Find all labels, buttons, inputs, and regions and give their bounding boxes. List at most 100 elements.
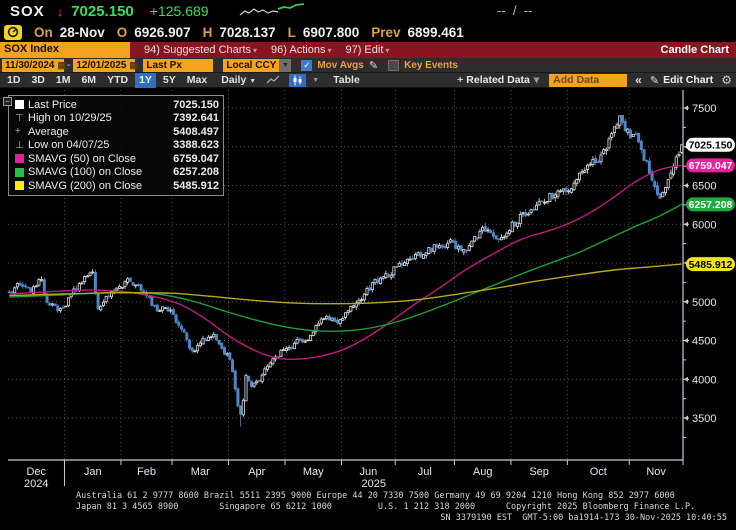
legend-label: Last Price xyxy=(28,98,77,111)
legend-label: Average xyxy=(28,125,69,138)
frequency-select[interactable]: Daily ▼ xyxy=(221,74,257,86)
price-badge xyxy=(686,257,735,272)
range-tab-5y[interactable]: 5Y xyxy=(162,73,176,86)
open-value: 6926.907 xyxy=(134,24,191,40)
line-chart-type-icon[interactable] xyxy=(264,74,281,87)
menubar: SOX Index 94) Suggested Charts ▾ 96) Actio… xyxy=(0,42,736,58)
legend-row: SMAVG (200) on Close 5485.912 xyxy=(15,179,219,193)
legend-row: ⊤ High on 10/29/25 7392.641 xyxy=(15,112,219,126)
mov-avgs-label: Mov Avgs xyxy=(317,59,364,71)
svg-text:6000: 6000 xyxy=(692,219,716,231)
x-axis-month-label: Oct xyxy=(590,466,607,478)
range-tab-1y[interactable]: 1Y xyxy=(135,72,156,88)
security-input[interactable]: SOX Index xyxy=(0,42,130,58)
x-axis-month-label: Sep xyxy=(529,466,549,478)
x-axis-month-label: Jun xyxy=(359,466,377,478)
legend-label: High on 10/29/25 xyxy=(28,112,112,125)
menu-item[interactable]: 94) Suggested Charts ▾ xyxy=(144,44,258,56)
menu-items: 94) Suggested Charts ▾ 96) Actions ▾ 97) Edi… xyxy=(130,44,389,56)
related-data-button[interactable]: + Related Data ▾ xyxy=(457,74,540,86)
x-axis-month-label: Jan xyxy=(84,466,102,478)
x-axis-month-label: Feb xyxy=(137,466,156,478)
legend-label: Low on 04/07/25 xyxy=(28,139,110,152)
add-data-input[interactable]: Add Data xyxy=(549,73,628,87)
price-field-input[interactable]: Last Px xyxy=(143,58,214,72)
legend-label: SMAVG (100) on Close xyxy=(28,166,143,179)
legend-row: SMAVG (50) on Close 6759.047 xyxy=(15,152,219,166)
terminal-footer: Australia 61 2 9777 8600 Brazil 5511 239… xyxy=(0,487,736,530)
legend-label: SMAVG (50) on Close xyxy=(28,152,137,165)
currency-select[interactable]: Local CCY xyxy=(223,58,280,72)
calendar-icon: ▦ xyxy=(57,59,67,70)
menu-item[interactable]: 97) Edit ▾ xyxy=(345,44,390,56)
legend-marker-icon xyxy=(15,154,28,164)
mov-avgs-checkbox[interactable]: ✓ xyxy=(301,59,313,71)
svg-text:7025.150: 7025.150 xyxy=(689,140,733,152)
delayed-clock-icon xyxy=(4,24,22,40)
date-from-input[interactable]: 11/30/2024 ▦ xyxy=(2,58,67,72)
session-stats-row: On 28-Nov O 6926.907 H 7028.137 L 6907.8… xyxy=(0,22,736,42)
bid-ask-placeholder: -- / -- xyxy=(497,3,533,18)
range-tab-3d[interactable]: 3D xyxy=(31,73,45,86)
range-tab-max[interactable]: Max xyxy=(186,73,208,86)
calendar-icon: ▦ xyxy=(129,59,138,70)
x-axis-month-label: Dec xyxy=(26,466,46,478)
edit-mov-avgs-pencil-icon[interactable]: ✎ xyxy=(368,59,379,72)
range-tab-ytd[interactable]: YTD xyxy=(107,73,129,86)
legend-marker-icon: ⊥ xyxy=(15,139,24,151)
range-tab-6m[interactable]: 6M xyxy=(81,73,97,86)
svg-text:7500: 7500 xyxy=(692,103,716,115)
chart-settings-toolbar: 11/30/2024 ▦ - 12/01/2025 ▦ Last Px Local … xyxy=(0,58,736,73)
range-tab-1d[interactable]: 1D xyxy=(7,73,21,86)
chevron-down-icon: ▾ xyxy=(253,46,258,55)
chevron-down-icon: ▾ xyxy=(385,46,390,55)
range-tabs: 1D 3D 1M 6M YTD 1Y 5Y Max xyxy=(0,72,211,88)
price-badge xyxy=(686,137,735,152)
x-axis-month-label: Mar xyxy=(191,466,210,478)
x-axis-month-label: Aug xyxy=(473,466,493,478)
menu-item[interactable]: 96) Actions ▾ xyxy=(271,44,332,56)
legend-label: SMAVG (200) on Close xyxy=(28,179,143,192)
edit-chart-button[interactable]: Edit Chart xyxy=(663,74,714,86)
price-direction-down-icon: ↓ xyxy=(56,3,64,19)
key-events-label: Key Events xyxy=(404,59,458,71)
edit-chart-pencil-icon[interactable]: ✎ xyxy=(649,74,660,87)
table-button[interactable]: Table xyxy=(333,74,360,86)
svg-text:6759.047: 6759.047 xyxy=(689,160,733,172)
footer-copyright-line: Japan 81 3 4565 8900 Singapore 65 6212 1… xyxy=(76,502,696,512)
range-tab-1m[interactable]: 1M xyxy=(55,73,71,86)
key-events-checkbox[interactable] xyxy=(388,59,400,71)
chart-type-dropdown-caret[interactable]: ▼ xyxy=(312,76,320,84)
chart-legend: Last Price 7025.150 ⊤ High on 10/29/25 7392.… xyxy=(8,95,224,196)
currency-dropdown-button[interactable]: ▼ xyxy=(279,58,292,72)
date-to-input[interactable]: 12/01/2025 ▦ xyxy=(73,58,138,72)
price-badge xyxy=(686,158,735,173)
prev-value: 6899.461 xyxy=(407,24,464,40)
sma-line-2 xyxy=(9,263,682,305)
svg-text:6500: 6500 xyxy=(692,181,716,193)
intraday-sparkline xyxy=(239,3,305,16)
chart-type-label: Candle Chart xyxy=(660,44,729,56)
svg-text:6257.208: 6257.208 xyxy=(689,199,733,211)
legend-value: 7392.641 xyxy=(173,112,219,125)
chevron-down-icon: ▾ xyxy=(327,46,332,55)
price-badge xyxy=(686,197,735,212)
price-badges: 7025.150 6759.047 6257.208 5485.912 xyxy=(686,137,735,272)
legend-marker-icon: + xyxy=(15,126,21,138)
legend-value: 7025.150 xyxy=(173,98,219,111)
candle-chart-type-icon[interactable] xyxy=(289,73,307,87)
legend-collapse-icon[interactable]: − xyxy=(3,97,12,106)
legend-marker-icon xyxy=(15,167,28,177)
legend-row: SMAVG (100) on Close 6257.208 xyxy=(15,166,219,180)
high-value: 7028.137 xyxy=(219,24,276,40)
on-label: On xyxy=(34,24,53,40)
legend-row: ⊥ Low on 04/07/25 3388.623 xyxy=(15,139,219,153)
prev-label: Prev xyxy=(371,24,401,40)
chart-settings-gear-icon[interactable]: ⚙ xyxy=(721,73,732,87)
collapse-panel-button[interactable]: « xyxy=(635,73,642,87)
footer-contact-line: Australia 61 2 9777 8600 Brazil 5511 239… xyxy=(76,491,675,501)
svg-text:4000: 4000 xyxy=(692,374,716,386)
legend-value: 6759.047 xyxy=(173,152,219,165)
session-date: 28-Nov xyxy=(59,24,105,40)
